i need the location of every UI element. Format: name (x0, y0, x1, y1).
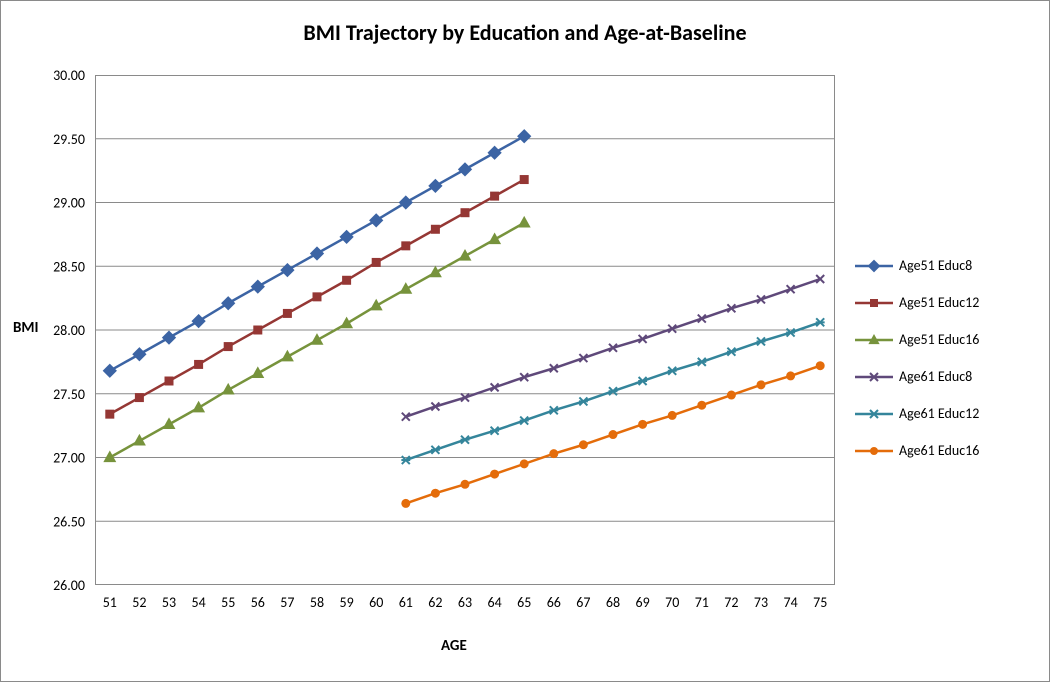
x-tick-label: 59 (339, 594, 353, 611)
legend: Age51 Educ8 Age51 Educ12 Age51 Educ16 Age61… (855, 257, 979, 459)
x-tick-label: 52 (132, 594, 146, 611)
x-tick-label: 56 (251, 594, 265, 611)
legend-label: Age51 Educ16 (899, 331, 979, 348)
legend-item: Age51 Educ8 (855, 257, 979, 274)
x-tick-label: 63 (458, 594, 472, 611)
series (402, 275, 824, 421)
x-tick-label: 67 (576, 594, 590, 611)
x-tick-label: 60 (369, 594, 383, 611)
chart-frame: BMI Trajectory by Education and Age-at-B… (0, 0, 1050, 682)
legend-label: Age61 Educ12 (899, 405, 979, 422)
x-tick-label: 64 (487, 594, 501, 611)
x-tick-label: 51 (103, 594, 117, 611)
x-tick-label: 62 (428, 594, 442, 611)
legend-item: Age51 Educ12 (855, 294, 979, 311)
y-tick-label: 28.50 (53, 258, 85, 275)
legend-swatch (855, 406, 893, 422)
x-tick-label: 72 (724, 594, 738, 611)
y-tick-label: 30.00 (53, 67, 85, 84)
plot-svg: 26.0026.5027.0027.5028.0028.5029.0029.50… (95, 75, 835, 585)
legend-swatch (855, 369, 893, 385)
legend-label: Age51 Educ8 (899, 257, 972, 274)
x-tick-label: 74 (783, 594, 797, 611)
x-tick-label: 58 (310, 594, 324, 611)
y-tick-label: 28.00 (53, 322, 85, 339)
x-axis-title: AGE (441, 637, 467, 655)
x-tick-label: 69 (635, 594, 649, 611)
series (401, 318, 824, 464)
y-axis-title: BMI (13, 319, 39, 337)
x-tick-label: 61 (399, 594, 413, 611)
legend-label: Age61 Educ16 (899, 442, 979, 459)
x-tick-label: 71 (695, 594, 709, 611)
legend-swatch (855, 258, 893, 274)
x-tick-label: 55 (221, 594, 235, 611)
x-tick-label: 66 (547, 594, 561, 611)
y-tick-label: 27.00 (53, 450, 85, 467)
x-tick-label: 53 (162, 594, 176, 611)
legend-swatch (855, 443, 893, 459)
legend-swatch (855, 295, 893, 311)
legend-item: Age61 Educ12 (855, 405, 979, 422)
legend-item: Age61 Educ16 (855, 442, 979, 459)
series (402, 362, 824, 508)
legend-item: Age51 Educ16 (855, 331, 979, 348)
x-tick-label: 57 (280, 594, 294, 611)
x-tick-label: 75 (813, 594, 827, 611)
x-tick-label: 54 (191, 594, 205, 611)
legend-label: Age51 Educ12 (899, 294, 979, 311)
x-tick-label: 68 (606, 594, 620, 611)
plot-area: 26.0026.5027.0027.5028.0028.5029.0029.50… (95, 75, 835, 585)
legend-swatch (855, 332, 893, 348)
legend-item: Age61 Educ8 (855, 368, 979, 385)
y-tick-label: 26.50 (53, 513, 85, 530)
series (106, 176, 528, 419)
x-tick-label: 65 (517, 594, 531, 611)
chart-title: BMI Trajectory by Education and Age-at-B… (1, 19, 1049, 46)
legend-label: Age61 Educ8 (899, 368, 972, 385)
y-tick-label: 26.00 (53, 577, 85, 594)
x-tick-label: 70 (665, 594, 679, 611)
y-tick-label: 29.50 (53, 131, 85, 148)
y-tick-label: 29.00 (53, 195, 85, 212)
y-tick-label: 27.50 (53, 386, 85, 403)
x-tick-label: 73 (754, 594, 768, 611)
